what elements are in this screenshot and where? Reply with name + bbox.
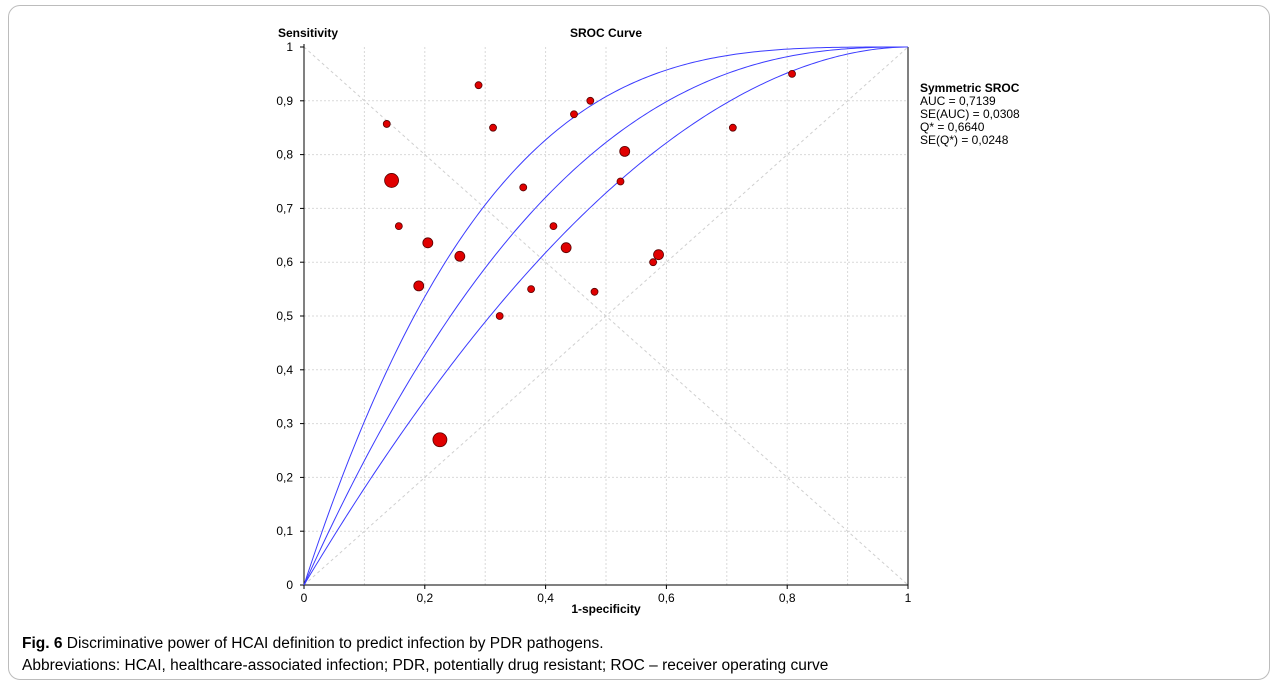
study-point [619,145,631,157]
annotation-line: AUC = 0,7139 [920,94,996,108]
y-tick-label: 1 [286,40,293,54]
annotation-heading: Symmetric SROC [920,81,1020,95]
y-tick-label: 0,2 [276,470,293,484]
study-point [590,287,599,296]
study-point [560,242,572,254]
figure-frame [8,5,1270,680]
study-point [788,70,796,78]
sroc-curve-SROC [303,46,908,586]
figure-label: Fig. 6 [22,635,63,652]
study-point [489,123,497,132]
y-axis-label: Sensitivity [278,26,338,40]
study-point [728,123,737,132]
study-point [570,110,578,119]
study-point [649,258,658,267]
y-tick-label: 0,6 [276,255,293,269]
study-point [384,173,399,188]
figure-caption: Fig. 6 Discriminative power of HCAI defi… [22,633,1262,677]
y-tick-label: 0,8 [276,148,293,162]
x-tick-label: 0,8 [779,591,796,605]
annotation-line: Q* = 0,6640 [920,120,985,134]
study-point [422,237,434,249]
caption-abbreviations: Abbreviations: HCAI, healthcare-associat… [22,657,829,674]
y-tick-label: 0 [286,578,293,592]
sroc-curve-lower [303,46,909,586]
y-tick-label: 0,7 [276,201,293,215]
study-point [549,222,558,231]
study-point [586,96,595,105]
x-tick-label: 0 [301,591,308,605]
study-point [495,312,504,320]
y-tick-label: 0,1 [276,524,293,538]
chart-title: SROC Curve [570,26,642,40]
study-point [616,177,625,186]
sroc-chart: 0 0,2 0,4 0,6 0,8 1 0 0,1 0,2 0,3 0,4 0,5 0,6 0,7 0,8 0… [276,26,1020,616]
caption-text: Discriminative power of HCAI definition … [62,635,604,652]
study-point [413,280,425,292]
study-point [653,249,664,261]
x-axis-label: 1-specificity [571,602,641,616]
y-tick-label: 0,9 [276,94,293,108]
anti-diagonal-reference-line [303,46,909,586]
annotation-line: SE(AUC) = 0,0308 [920,107,1020,121]
sroc-curve-upper [303,46,908,586]
study-point [382,120,391,128]
y-tick-label: 0,3 [276,417,293,431]
study-point [432,432,448,448]
study-point [474,81,483,90]
study-point [394,222,403,231]
caption-line: Fig. 6 Discriminative power of HCAI defi… [22,633,1262,655]
study-point [454,250,466,262]
y-tick-label: 0,4 [276,363,293,377]
study-point [527,285,536,294]
annotation-line: SE(Q*) = 0,0248 [920,133,1009,147]
x-tick-label: 0,4 [537,591,554,605]
y-tick-label: 0,5 [276,309,293,323]
study-point [519,183,528,192]
x-tick-label: 0,2 [416,591,433,605]
x-tick-label: 0,6 [658,591,675,605]
x-tick-label: 1 [905,591,912,605]
